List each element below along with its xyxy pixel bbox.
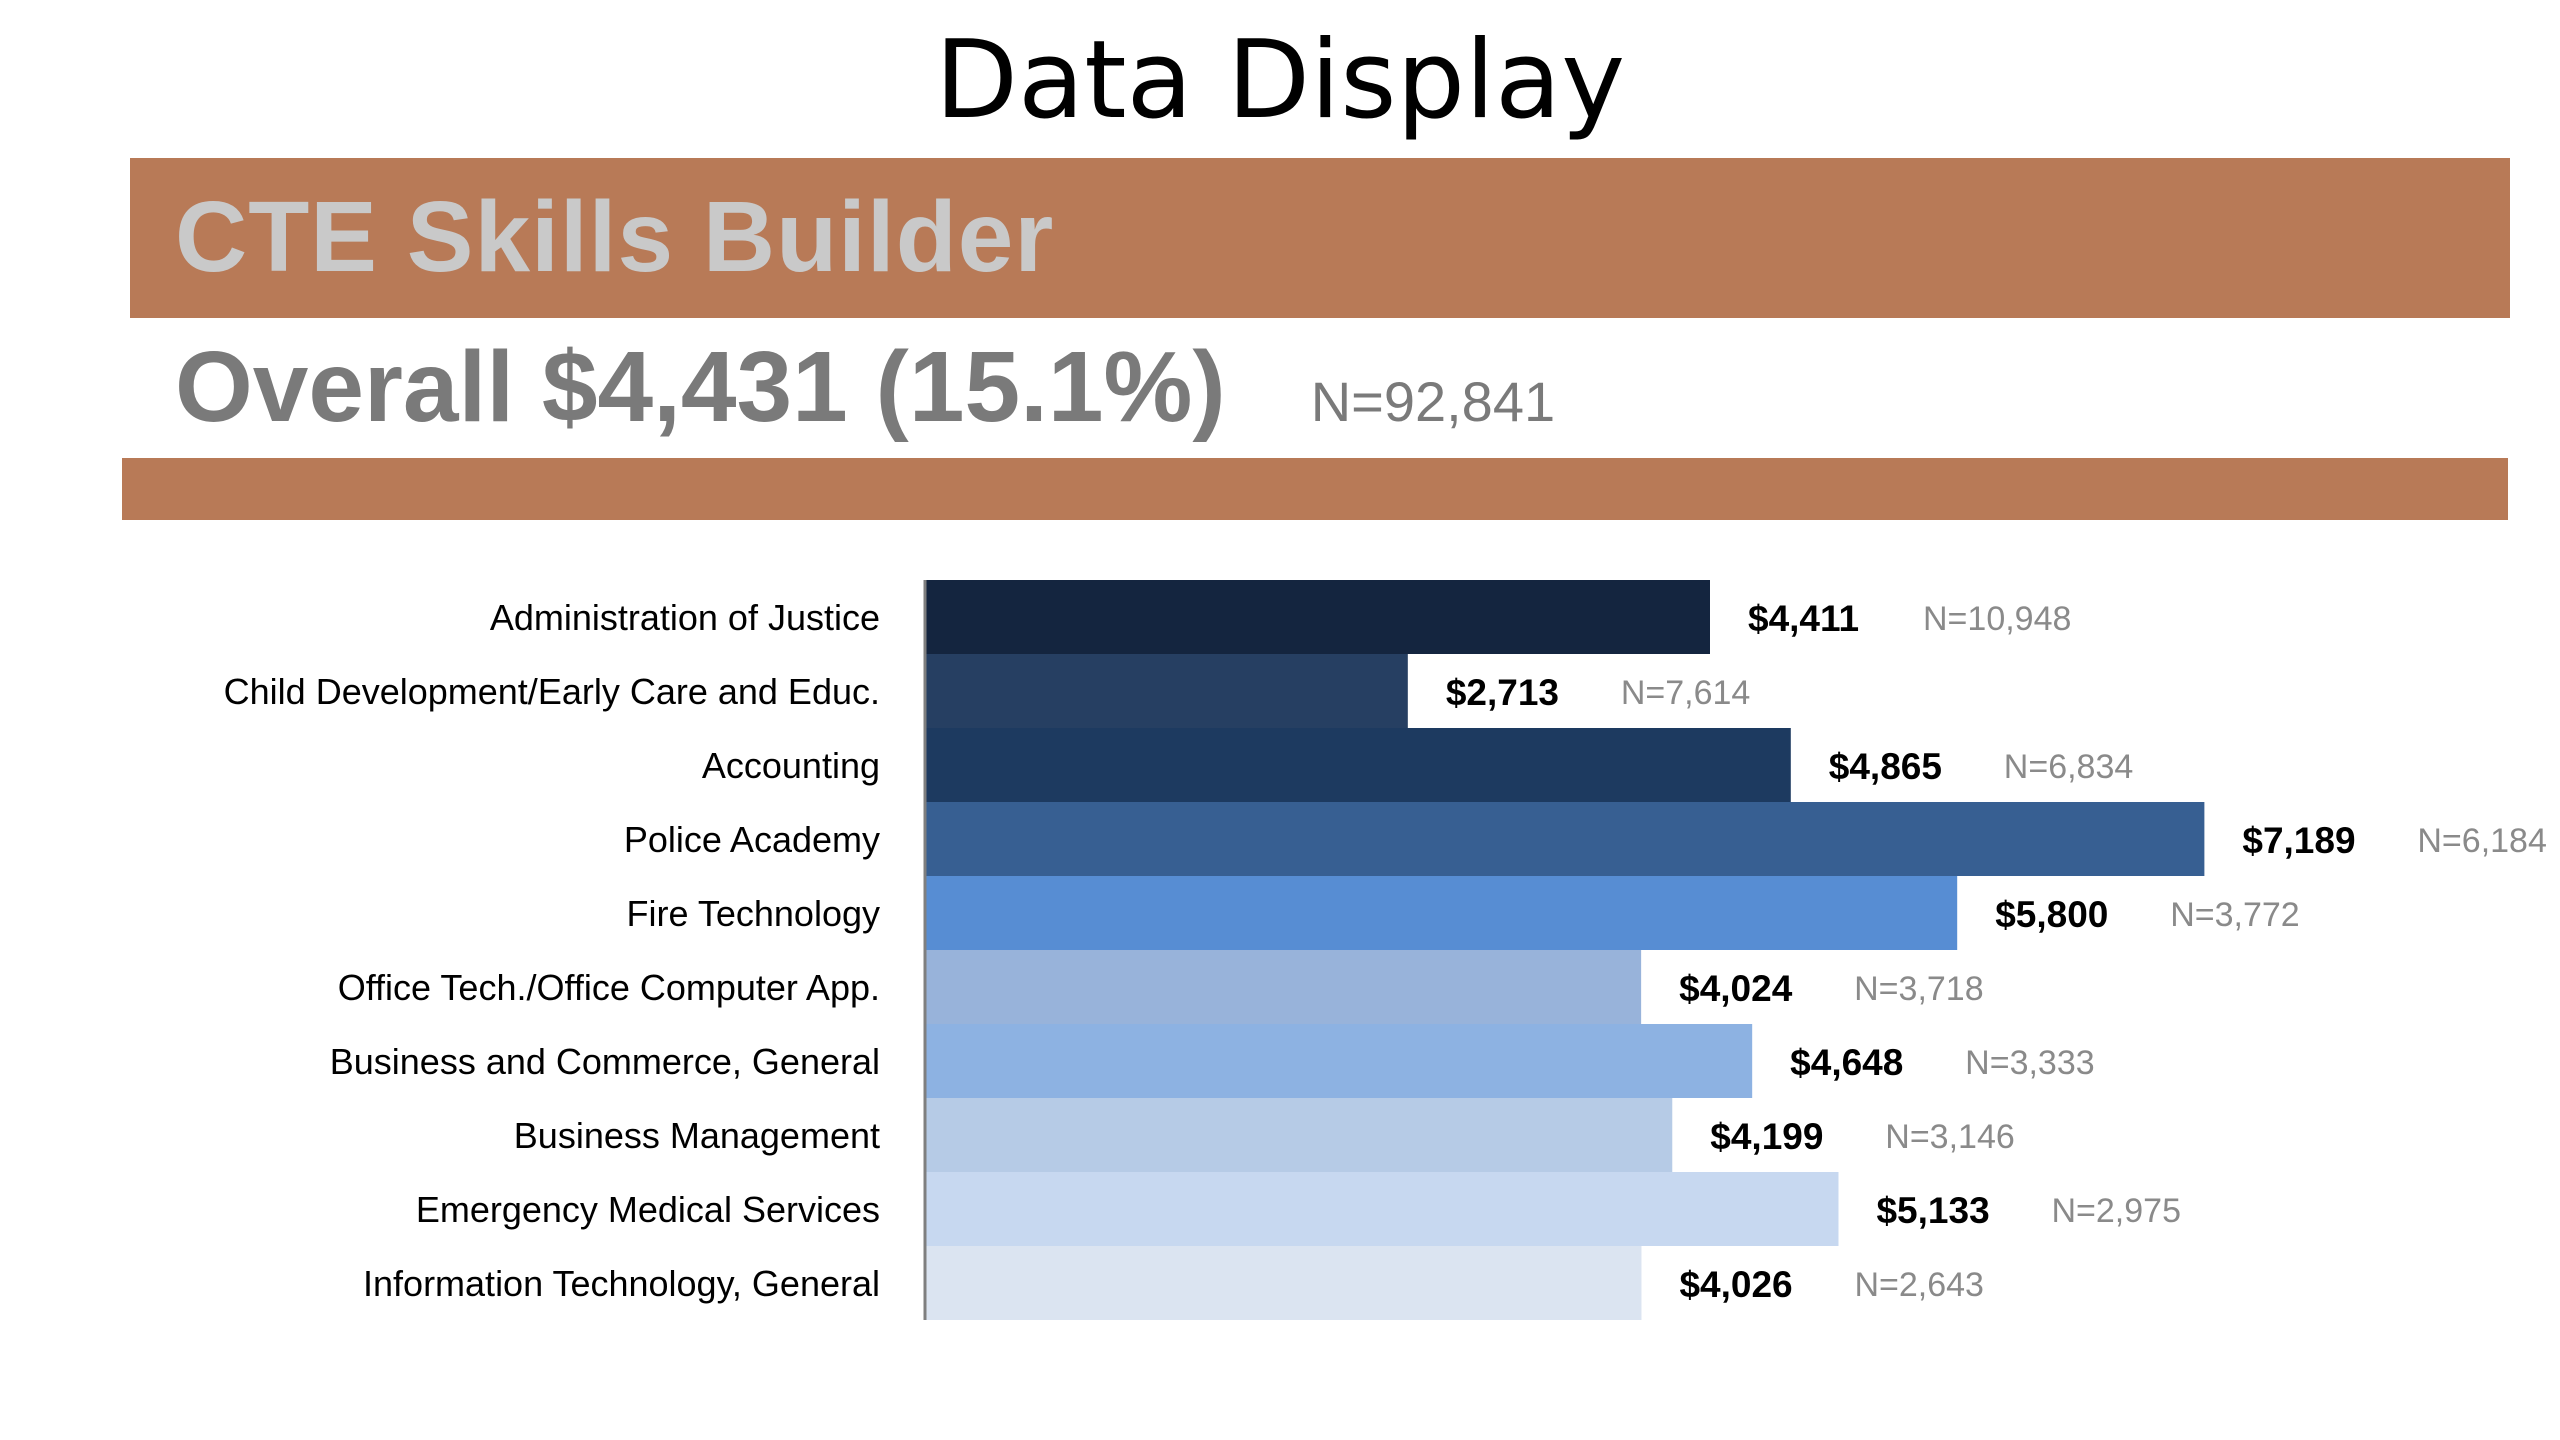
n-label: N=2,975 bbox=[2051, 1192, 2181, 1230]
value-label: $4,411 bbox=[1748, 598, 1859, 639]
overall-summary: Overall $4,431 (15.1%) N=92,841 bbox=[175, 330, 1555, 460]
banner: CTE Skills Builder bbox=[130, 158, 2510, 318]
n-label: N=2,643 bbox=[1854, 1266, 1984, 1304]
bar bbox=[925, 654, 1408, 728]
bar bbox=[925, 1024, 1753, 1098]
value-label: $4,865 bbox=[1829, 746, 1942, 787]
value-label: $7,189 bbox=[2242, 820, 2355, 861]
category-label: Accounting bbox=[702, 745, 880, 786]
category-label: Office Tech./Office Computer App. bbox=[338, 967, 880, 1008]
category-label: Administration of Justice bbox=[490, 597, 880, 638]
bar bbox=[925, 876, 1958, 950]
n-label: N=6,184 bbox=[2417, 822, 2547, 860]
category-label: Emergency Medical Services bbox=[416, 1189, 880, 1230]
overall-n: N=92,841 bbox=[1310, 370, 1556, 433]
category-label: Fire Technology bbox=[627, 893, 880, 934]
bar bbox=[925, 1098, 1673, 1172]
banner-title: CTE Skills Builder bbox=[175, 181, 1055, 293]
n-label: N=7,614 bbox=[1621, 674, 1751, 712]
category-label: Police Academy bbox=[624, 819, 880, 860]
bar bbox=[925, 580, 1710, 654]
category-label: Business Management bbox=[514, 1115, 880, 1156]
n-label: N=10,948 bbox=[1923, 600, 2071, 638]
category-label: Child Development/Early Care and Educ. bbox=[224, 671, 880, 712]
category-label: Information Technology, General bbox=[363, 1263, 880, 1304]
bar bbox=[925, 950, 1642, 1024]
value-label: $4,648 bbox=[1790, 1042, 1903, 1083]
bar bbox=[925, 1172, 1839, 1246]
slide-title: Data Display bbox=[934, 18, 1626, 143]
value-label: $5,800 bbox=[1995, 894, 2108, 935]
bar-chart: Administration of Justice $4,411 N=10,948 C… bbox=[224, 580, 2547, 1320]
divider-bar bbox=[122, 458, 2508, 520]
bar bbox=[925, 1246, 1642, 1320]
value-label: $4,026 bbox=[1679, 1264, 1792, 1305]
category-label: Business and Commerce, General bbox=[330, 1041, 880, 1082]
value-label: $5,133 bbox=[1876, 1190, 1989, 1231]
overall-value: Overall $4,431 (15.1%) bbox=[175, 331, 1226, 443]
n-label: N=6,834 bbox=[2004, 748, 2134, 786]
value-label: $4,024 bbox=[1679, 968, 1793, 1009]
n-label: N=3,333 bbox=[1965, 1044, 2095, 1082]
value-label: $4,199 bbox=[1710, 1116, 1823, 1157]
n-label: N=3,146 bbox=[1885, 1118, 2015, 1156]
bar bbox=[925, 728, 1791, 802]
n-label: N=3,718 bbox=[1854, 970, 1984, 1008]
bar bbox=[925, 802, 2205, 876]
value-label: $2,713 bbox=[1446, 672, 1559, 713]
n-label: N=3,772 bbox=[2170, 896, 2300, 934]
